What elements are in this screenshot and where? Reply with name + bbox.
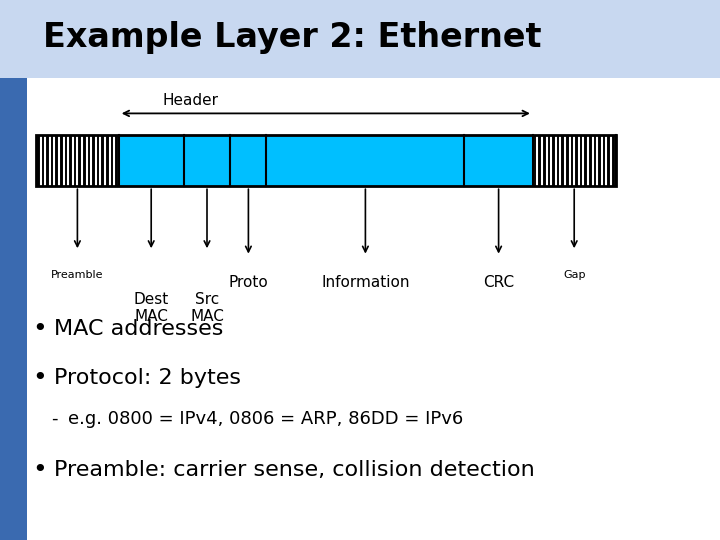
Text: Dest
MAC: Dest MAC — [134, 292, 168, 324]
Bar — [533, 135, 616, 186]
Text: •: • — [32, 318, 47, 341]
Text: •: • — [32, 458, 47, 482]
Text: MAC addresses: MAC addresses — [54, 319, 223, 340]
Text: Proto: Proto — [228, 275, 269, 291]
Bar — [36, 135, 616, 186]
Text: CRC: CRC — [483, 275, 514, 291]
Text: Protocol: 2 bytes: Protocol: 2 bytes — [54, 368, 241, 388]
Text: Gap: Gap — [563, 270, 585, 280]
Bar — [119, 135, 184, 186]
Text: Header: Header — [163, 93, 219, 108]
Text: Preamble: carrier sense, collision detection: Preamble: carrier sense, collision detec… — [54, 460, 535, 480]
Bar — [0, 78, 27, 540]
Text: Src
MAC: Src MAC — [190, 292, 224, 324]
Bar — [184, 135, 230, 186]
Bar — [266, 135, 464, 186]
Bar — [36, 135, 119, 186]
Bar — [464, 135, 533, 186]
Bar — [0, 0, 720, 78]
Text: Information: Information — [321, 275, 410, 291]
Text: Preamble: Preamble — [51, 270, 104, 280]
Text: •: • — [32, 366, 47, 390]
Text: Example Layer 2: Ethernet: Example Layer 2: Ethernet — [43, 21, 541, 55]
Bar — [230, 135, 266, 186]
Text: e.g. 0800 = IPv4, 0806 = ARP, 86DD = IPv6: e.g. 0800 = IPv4, 0806 = ARP, 86DD = IPv… — [68, 409, 464, 428]
Text: -: - — [50, 409, 58, 428]
